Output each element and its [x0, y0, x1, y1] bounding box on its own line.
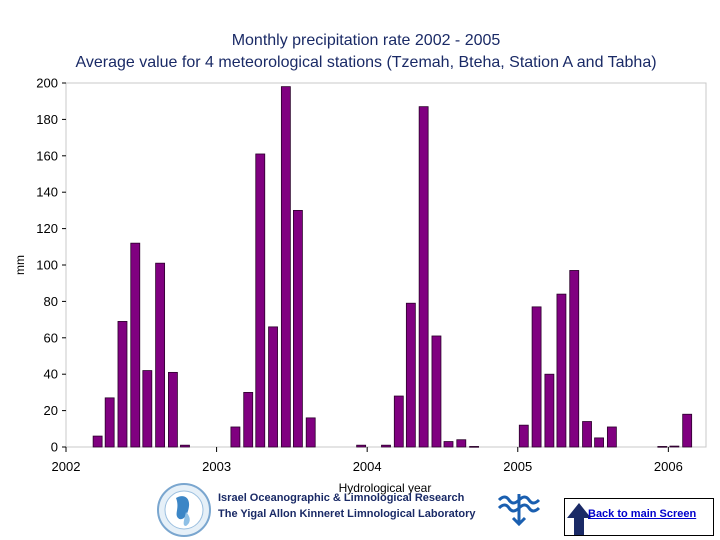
chart-title: Monthly precipitation rate 2002 - 2005	[231, 32, 501, 49]
footer-line-1: Israel Oceanographic & Limnological Rese…	[218, 492, 465, 504]
precipitation-bar	[243, 391, 254, 448]
precipitation-bar	[268, 326, 278, 448]
back-button-frame[interactable]	[564, 498, 714, 536]
precipitation-bar	[117, 321, 128, 448]
precipitation-bar	[180, 444, 190, 448]
x-tick-label: 2004	[353, 459, 382, 474]
y-axis: 0 20 40 60 80 100 120 140 160 180 200	[36, 76, 66, 455]
precipitation-bar	[255, 153, 266, 448]
y-tick-label: 200	[36, 76, 58, 91]
precipitation-bar	[405, 302, 416, 448]
y-tick-label: 160	[36, 148, 58, 163]
precipitation-bar	[606, 426, 617, 448]
y-tick-label: 20	[44, 403, 58, 418]
chart-title-block: Monthly precipitation rate 2002 - 2005 A…	[0, 30, 720, 74]
back-to-main-screen-link[interactable]: Back to main Screen	[588, 508, 697, 520]
precipitation-bar	[518, 424, 529, 448]
precipitation-bar	[669, 445, 680, 448]
x-tick-label: 2006	[654, 459, 683, 474]
x-tick-label: 2005	[503, 459, 532, 474]
precipitation-bar	[443, 441, 454, 448]
y-tick-label: 100	[36, 258, 58, 273]
precipitation-bar	[594, 437, 604, 448]
precipitation-bar	[393, 395, 404, 448]
y-tick-label: 140	[36, 185, 58, 200]
x-tick-label: 2002	[52, 459, 81, 474]
precipitation-bar	[168, 371, 178, 448]
precipitation-bar	[356, 444, 367, 448]
y-tick-label: 60	[44, 330, 58, 345]
kinneret-lab-logo-icon	[497, 494, 541, 526]
precipitation-bar	[381, 444, 391, 448]
y-tick-label: 120	[36, 221, 58, 236]
y-tick-label: 0	[51, 440, 58, 455]
x-axis-label: Hydrological year	[339, 481, 432, 495]
y-tick-label: 80	[44, 294, 58, 309]
chart-subtitle: Average value for 4 meteorological stati…	[75, 54, 657, 71]
iolr-logo-icon	[157, 483, 211, 537]
precipitation-bar	[469, 446, 479, 448]
x-axis: 2002 2003 2004 2005 2006	[52, 447, 683, 474]
precipitation-bar	[130, 242, 141, 448]
precipitation-bar	[104, 397, 115, 448]
precipitation-bar	[431, 335, 442, 448]
precipitation-bar	[293, 209, 303, 448]
y-tick-label: 40	[44, 367, 58, 382]
precipitation-bar	[544, 373, 555, 448]
footer-line-2: The Yigal Allon Kinneret Limnological La…	[218, 508, 476, 520]
y-axis-label: mm	[13, 255, 27, 275]
precipitation-bar	[556, 293, 567, 448]
precipitation-bar	[305, 417, 316, 448]
precipitation-bar	[569, 270, 580, 448]
footer-text: Israel Oceanographic & Limnological Rese…	[218, 490, 476, 522]
x-tick-label: 2003	[202, 459, 231, 474]
precipitation-bar	[155, 262, 166, 448]
precipitation-bar	[582, 421, 592, 448]
precipitation-bar	[280, 86, 291, 448]
up-arrow-icon[interactable]	[566, 502, 592, 536]
bars	[92, 86, 693, 448]
precipitation-bar	[92, 435, 103, 448]
precipitation-bar	[142, 370, 153, 448]
precipitation-bar	[456, 439, 467, 448]
precipitation-bar	[418, 106, 429, 448]
precipitation-bar	[657, 446, 668, 448]
precipitation-bar	[682, 413, 693, 448]
precipitation-bar	[531, 306, 542, 448]
y-tick-label: 180	[36, 112, 58, 127]
precipitation-bar	[230, 426, 241, 448]
